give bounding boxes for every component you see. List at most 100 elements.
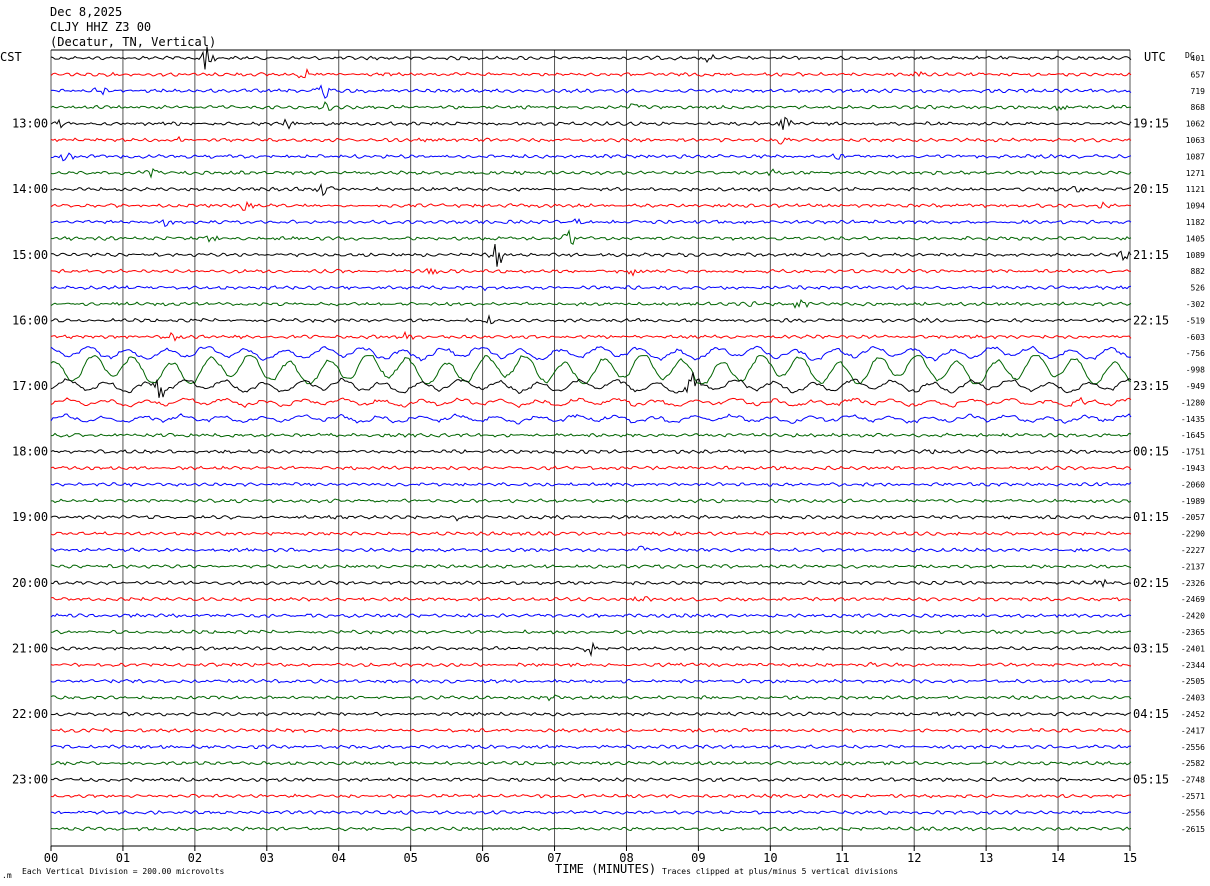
x-tick-label: 11 xyxy=(835,851,849,865)
x-tick-label: 05 xyxy=(403,851,417,865)
trace-row-30 xyxy=(50,545,1132,553)
dc-offset-value: -2403 xyxy=(1181,694,1205,703)
x-tick-label: 08 xyxy=(619,851,633,865)
trace-row-43 xyxy=(50,760,1132,766)
corner-mark: .m xyxy=(2,871,12,880)
trace-row-15 xyxy=(50,298,1132,309)
dc-offset-value: -2060 xyxy=(1181,480,1205,489)
dc-offset-value: -1280 xyxy=(1181,398,1205,407)
x-tick-label: 03 xyxy=(260,851,274,865)
trace-row-31 xyxy=(50,563,1132,569)
dc-offset-value: -756 xyxy=(1186,349,1205,358)
trace-row-0 xyxy=(50,46,1132,70)
dc-offset-value: -2057 xyxy=(1181,513,1205,522)
right-hour-label: 04:15 xyxy=(1133,707,1169,721)
trace-row-5 xyxy=(50,135,1132,145)
trace-row-29 xyxy=(50,530,1132,537)
x-tick-label: 04 xyxy=(332,851,346,865)
left-hour-label: 20:00 xyxy=(12,576,48,590)
dc-offset-value: -1751 xyxy=(1181,448,1205,457)
minute-gridlines xyxy=(50,49,1131,847)
dc-offset-value: 719 xyxy=(1191,87,1206,96)
dc-offset-value: 526 xyxy=(1191,284,1206,293)
dc-offset-value: -1943 xyxy=(1181,464,1205,473)
trace-row-19 xyxy=(50,355,1132,385)
trace-row-47 xyxy=(50,826,1132,832)
dc-offset-value: -2365 xyxy=(1181,628,1205,637)
dc-offset-value: -2417 xyxy=(1181,726,1205,735)
right-hour-label: 01:15 xyxy=(1133,510,1169,524)
time-axis: 00 01 02 03 04 05 06 07 08 09 10 11 12 13 14 15 xyxy=(44,846,1137,865)
trace-row-18 xyxy=(50,345,1132,362)
trace-row-25 xyxy=(50,465,1132,471)
trace-row-16 xyxy=(50,314,1131,325)
clip-note: Traces clipped at plus/minus 5 vertical … xyxy=(662,867,898,876)
x-tick-label: 06 xyxy=(475,851,489,865)
trace-row-33 xyxy=(50,596,1132,602)
dc-offset-value: -603 xyxy=(1186,333,1205,342)
right-hour-label: 22:15 xyxy=(1133,313,1169,327)
right-hour-label: 00:15 xyxy=(1133,445,1169,459)
trace-row-36 xyxy=(50,641,1132,658)
dc-offset-value: 868 xyxy=(1191,103,1206,112)
right-hour-label: 21:15 xyxy=(1133,248,1169,262)
dc-offset-value: -2344 xyxy=(1181,661,1205,670)
dc-offset-value: -2615 xyxy=(1181,825,1205,834)
trace-row-13 xyxy=(50,267,1131,277)
trace-row-40 xyxy=(50,711,1132,717)
trace-row-2 xyxy=(50,84,1132,99)
trace-row-34 xyxy=(50,613,1132,619)
trace-row-11 xyxy=(51,229,1132,245)
trace-row-41 xyxy=(50,727,1132,733)
dc-offset-value: -2469 xyxy=(1181,595,1205,604)
dc-offset-value: -1989 xyxy=(1181,497,1205,506)
trace-row-4 xyxy=(50,116,1132,130)
trace-row-9 xyxy=(50,200,1132,211)
trace-row-24 xyxy=(50,448,1132,455)
right-hour-label: 19:15 xyxy=(1133,117,1169,131)
x-tick-label: 09 xyxy=(691,851,705,865)
trace-row-20 xyxy=(50,372,1132,398)
trace-row-6 xyxy=(50,152,1132,162)
dc-offset-value: -2420 xyxy=(1181,612,1205,621)
header-date: Dec 8,2025 xyxy=(50,5,122,19)
x-tick-label: 14 xyxy=(1051,851,1065,865)
right-hour-label: 02:15 xyxy=(1133,576,1169,590)
dc-offset-value: 1121 xyxy=(1186,185,1205,194)
dc-offset-value: -2227 xyxy=(1181,546,1205,555)
left-hour-label: 19:00 xyxy=(12,510,48,524)
trace-row-46 xyxy=(50,809,1131,815)
dc-offset-value: -2505 xyxy=(1181,677,1205,686)
trace-row-38 xyxy=(50,678,1132,684)
right-hour-label: 20:15 xyxy=(1133,182,1169,196)
x-tick-label: 15 xyxy=(1123,851,1137,865)
dc-offset-header: DC xyxy=(1185,51,1195,60)
left-hour-label: 18:00 xyxy=(12,445,48,459)
trace-row-7 xyxy=(50,167,1132,179)
x-tick-label: 10 xyxy=(763,851,777,865)
trace-row-8 xyxy=(50,183,1132,197)
x-tick-label: 02 xyxy=(188,851,202,865)
right-hour-labels: 19:15 20:15 21:15 22:15 23:15 00:15 01:15 02:15… xyxy=(1133,117,1169,787)
right-timezone-label: UTC xyxy=(1144,50,1166,64)
trace-row-26 xyxy=(50,481,1132,487)
dc-offset-value: -2748 xyxy=(1181,776,1205,785)
left-hour-label: 23:00 xyxy=(12,773,48,787)
dc-offset-value: -519 xyxy=(1186,316,1205,325)
trace-row-21 xyxy=(50,396,1132,409)
x-tick-label: 13 xyxy=(979,851,993,865)
dc-offset-value: -2290 xyxy=(1181,530,1205,539)
trace-row-14 xyxy=(50,285,1132,292)
dc-offset-value: -302 xyxy=(1186,300,1205,309)
dc-offset-value: 1087 xyxy=(1186,152,1205,161)
dc-offset-value: 1271 xyxy=(1186,169,1205,178)
dc-offset-value: 882 xyxy=(1191,267,1206,276)
trace-row-32 xyxy=(50,578,1132,588)
left-hour-label: 21:00 xyxy=(12,641,48,655)
dc-offset-value: 1405 xyxy=(1186,234,1205,243)
left-hour-label: 17:00 xyxy=(12,379,48,393)
dc-offset-value: 1063 xyxy=(1186,136,1205,145)
trace-row-39 xyxy=(50,694,1132,702)
trace-row-1 xyxy=(50,67,1132,79)
